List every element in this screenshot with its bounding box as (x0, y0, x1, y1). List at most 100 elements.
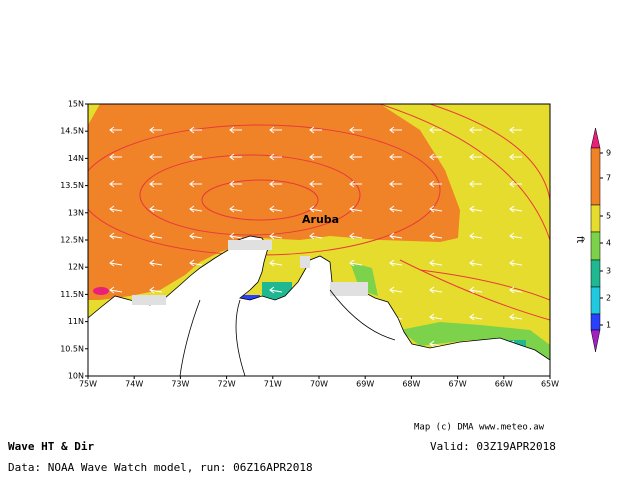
wave-arrow (469, 180, 482, 188)
wave-arrow (349, 153, 362, 161)
colorbar-tick-label: 9 (606, 149, 611, 158)
wave-arrow (189, 180, 202, 188)
colorbar-bottom (590, 329, 601, 353)
wave-arrow (349, 205, 363, 213)
sea-pink (93, 287, 109, 295)
wave-arrow (229, 205, 243, 213)
wave-arrow (389, 259, 403, 267)
wave-arrow (269, 153, 282, 161)
credit: Map (c) DMA www.meteo.aw (414, 423, 545, 433)
wave-arrow (189, 259, 203, 267)
colorbar-tick-label: 4 (606, 239, 611, 248)
wave-arrow (229, 153, 242, 161)
wave-arrow (229, 232, 243, 240)
lon-tick-label: 74W (125, 380, 143, 389)
wave-arrow (389, 205, 403, 213)
wave-arrow (269, 286, 283, 294)
colorbar-tick-label: 5 (606, 212, 611, 221)
colorbar-segment (590, 204, 601, 233)
lat-tick-label: 14.5N (60, 127, 84, 136)
wave-arrow (189, 126, 202, 134)
wave-arrow (429, 180, 442, 188)
wave-arrow (469, 232, 483, 240)
wave-arrow (349, 232, 363, 240)
wave-arrow (269, 180, 282, 188)
wave-arrow (309, 180, 322, 188)
wave-arrow (109, 232, 123, 240)
wave-arrow (269, 205, 283, 213)
lat-tick-label: 15N (68, 100, 84, 109)
lon-tick-label: 73W (171, 380, 189, 389)
wave-arrow (389, 180, 402, 188)
wave-arrow (109, 205, 123, 213)
colorbar-tick-label: 2 (606, 294, 611, 303)
wave-arrow (189, 232, 203, 240)
wave-arrow (429, 153, 442, 161)
wave-arrow (349, 259, 363, 267)
wave-arrow (509, 205, 523, 213)
colorbar-top (590, 127, 601, 149)
lon-tick-label: 71W (264, 380, 282, 389)
wave-arrow (309, 232, 323, 240)
wave-arrow (509, 259, 523, 267)
wave-arrow (509, 153, 522, 161)
wave-arrow (469, 126, 482, 134)
wave-arrow (229, 126, 242, 134)
wave-arrow (349, 126, 362, 134)
wave-arrow (109, 286, 123, 294)
wave-arrow (509, 286, 523, 294)
borders (179, 289, 396, 376)
wave-arrow (389, 286, 403, 294)
wave-arrow (509, 232, 523, 240)
colorbar-segment (590, 259, 601, 288)
lat-tick-label: 12N (68, 263, 84, 272)
wave-arrow (469, 153, 482, 161)
lat-tick-label: 11.5N (60, 290, 84, 299)
wave-arrow (269, 232, 283, 240)
sea-green (400, 322, 550, 360)
colorbar-segment (590, 313, 601, 331)
wave-arrow (189, 153, 202, 161)
colorbar-segment (590, 231, 601, 261)
wave-arrow (389, 126, 402, 134)
wave-arrow (429, 313, 443, 321)
lon-tick-label: 69W (356, 380, 374, 389)
lat-tick-label: 12.5N (60, 236, 84, 245)
land-mask (132, 240, 368, 305)
wave-arrow (189, 205, 203, 213)
wave-arrow (149, 126, 162, 134)
contours (88, 104, 550, 321)
wave-arrow (149, 232, 163, 240)
lat-tick-label: 11N (68, 317, 84, 326)
colorbar: 1 2 3 4 5 7 9 (590, 127, 611, 353)
colorbar-segment (590, 286, 601, 315)
wave-arrow (429, 259, 443, 267)
lon-tick-label: 67W (449, 380, 467, 389)
wave-arrow (469, 286, 483, 294)
title: Wave HT & Dir (8, 440, 94, 453)
wave-arrow (429, 286, 443, 294)
colorbar-tick-label: 7 (606, 174, 611, 183)
wave-arrow (109, 153, 122, 161)
lon-tick-label: 75W (79, 380, 97, 389)
sea-orange (88, 104, 460, 300)
colorbar-segment (590, 147, 601, 206)
lon-tick-label: 68W (402, 380, 420, 389)
wave-arrow (509, 180, 522, 188)
wave-arrow (429, 126, 442, 134)
lat-tick-label: 10N (68, 372, 84, 381)
place-label: Aruba (302, 213, 339, 226)
wave-arrow (149, 205, 163, 213)
lon-tick-label: 70W (310, 380, 328, 389)
lat-tick-label: 14N (68, 154, 84, 163)
wave-arrow (149, 286, 163, 294)
colorbar-tick-label: 1 (606, 321, 611, 330)
colorbar-tick-label: 3 (606, 267, 611, 276)
wave-arrow (109, 126, 122, 134)
sea-green (350, 262, 378, 296)
lon-tick-label: 72W (218, 380, 236, 389)
valid-time: Valid: 03Z19APR2018 (430, 440, 556, 453)
wave-arrow (509, 313, 523, 321)
land (88, 235, 550, 376)
